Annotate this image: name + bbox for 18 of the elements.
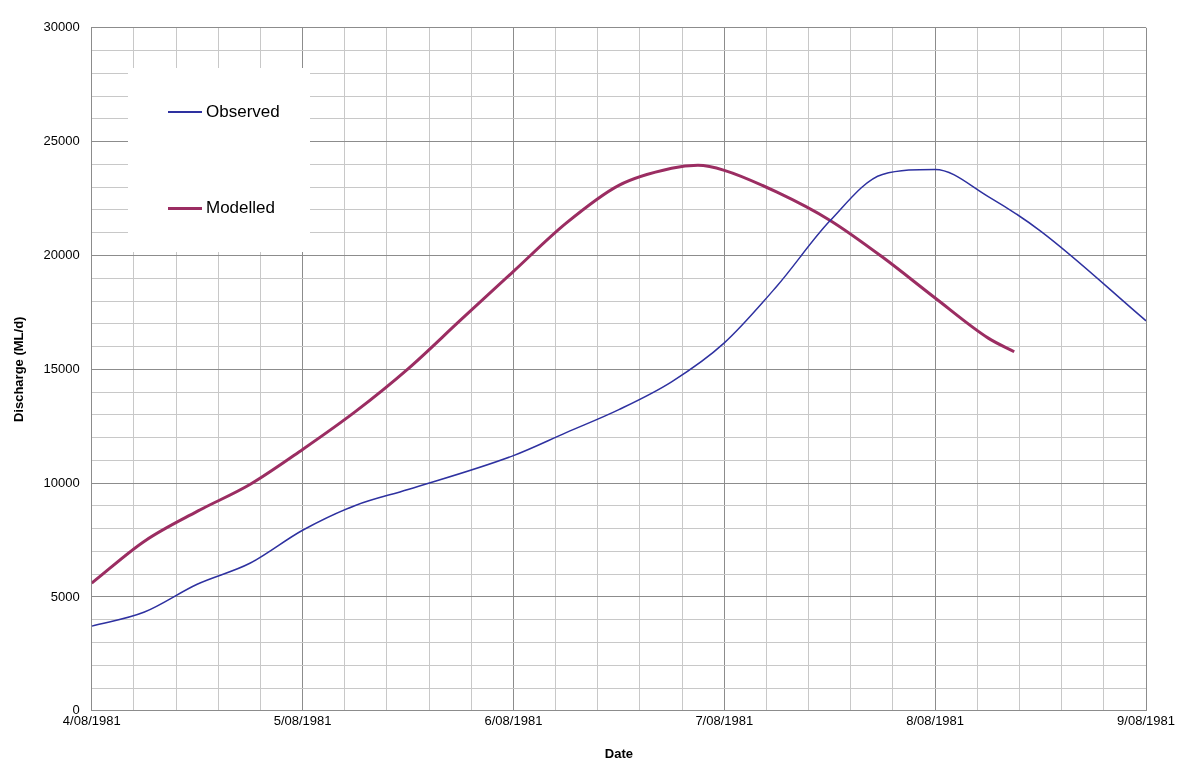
x-axis-title: Date [604,745,633,761]
y-tick-label: 10000 [43,474,80,490]
y-tick-label: 30000 [43,19,80,35]
y-tick-label: 15000 [43,360,80,376]
x-tick-label: 6/08/1981 [484,713,543,729]
x-tick-label: 8/08/1981 [906,713,965,729]
y-tick-label: 5000 [50,588,80,604]
y-tick-label: 20000 [43,247,80,263]
x-tick-label: 4/08/1981 [62,713,121,729]
x-tick-label: 7/08/1981 [695,713,754,729]
x-tick-label: 5/08/1981 [273,713,332,729]
line-series [91,163,1016,585]
legend-label: Modelled [206,198,275,218]
legend-label: Observed [206,102,280,122]
line-series [91,168,1146,627]
y-tick-label: 25000 [43,133,80,149]
y-axis-title: Discharge (ML/d) [11,316,27,423]
x-tick-label: 9/08/1981 [1117,713,1175,729]
